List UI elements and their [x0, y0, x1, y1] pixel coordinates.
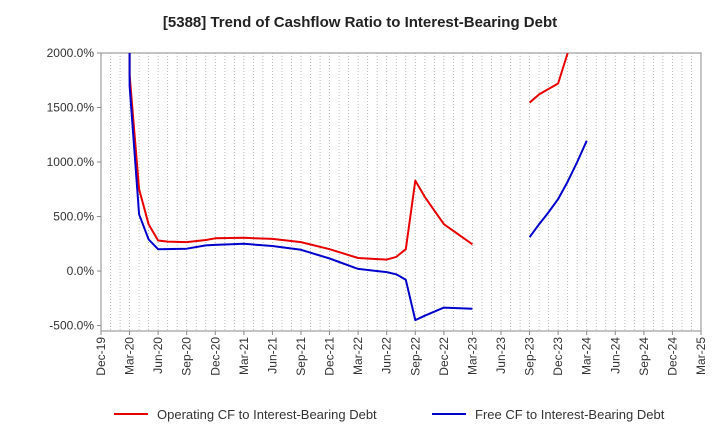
x-tick-label: Mar-24 [580, 337, 594, 375]
y-tick-label: -500.0% [49, 319, 94, 333]
y-tick-label: 500.0% [53, 210, 94, 224]
series-line-0 [128, 53, 473, 261]
x-tick-label: Mar-25 [694, 337, 708, 375]
chart-title: [5388] Trend of Cashflow Ratio to Intere… [162, 14, 558, 31]
plot-area [100, 52, 702, 332]
x-tick-label: Sep-24 [637, 337, 651, 376]
x-tick-label: Dec-22 [437, 337, 451, 376]
y-tick-label: 0.0% [67, 264, 95, 278]
x-tick-label: Jun-23 [494, 337, 508, 374]
x-tick-label: Mar-21 [237, 337, 251, 375]
x-tick-label: Sep-22 [408, 337, 422, 376]
y-tick-label: 1500.0% [47, 101, 95, 115]
x-tick-label: Dec-20 [208, 337, 222, 376]
legend-label-1: Free CF to Interest-Bearing Debt [475, 407, 665, 422]
series-line-1 [128, 53, 473, 322]
x-tick-label: Jun-24 [608, 337, 622, 374]
x-tick-label: Sep-23 [523, 337, 537, 376]
x-tick-label: Mar-22 [351, 337, 365, 375]
x-tick-label: Dec-23 [551, 337, 565, 376]
legend-label-0: Operating CF to Interest-Bearing Debt [157, 407, 377, 422]
series-line-0 [528, 53, 569, 104]
x-tick-label: Mar-20 [123, 337, 137, 375]
x-tick-label: Dec-19 [94, 337, 108, 376]
x-tick-label: Dec-24 [665, 337, 679, 376]
y-tick-label: 2000.0% [47, 46, 95, 60]
series-line-1 [528, 140, 588, 238]
x-tick-label: Jun-22 [380, 337, 394, 374]
x-tick-label: Sep-21 [294, 337, 308, 376]
x-tick-label: Mar-23 [465, 337, 479, 375]
x-tick-label: Jun-21 [265, 337, 279, 374]
x-tick-label: Dec-21 [323, 337, 337, 376]
y-tick-label: 1000.0% [47, 155, 95, 169]
x-tick-label: Sep-20 [180, 337, 194, 376]
x-tick-label: Jun-20 [151, 337, 165, 374]
